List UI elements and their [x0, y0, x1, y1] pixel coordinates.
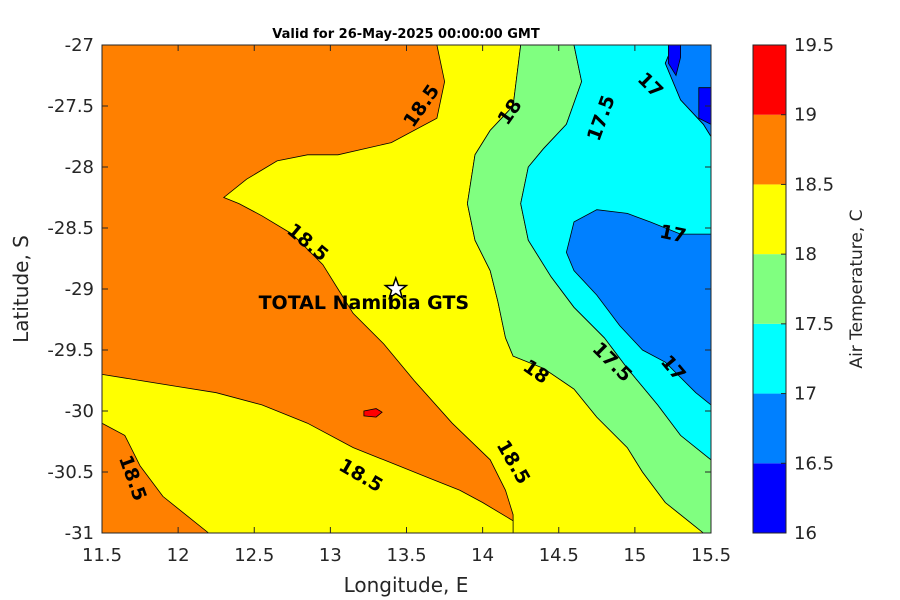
y-tick-label: -27.5	[47, 96, 94, 117]
x-axis-label: Longitude, E	[344, 573, 469, 597]
x-tick-label: 12.5	[234, 545, 274, 566]
y-tick-label: -28.5	[47, 218, 94, 239]
x-tick-label: 15	[623, 545, 646, 566]
contour-regions	[101, 44, 712, 534]
colorbar-tick-label: 18	[794, 244, 817, 265]
colorbar-tick-label: 19.5	[794, 35, 834, 56]
x-tick-label: 15.5	[691, 545, 731, 566]
chart-title: Valid for 26-May-2025 00:00:00 GMT	[272, 27, 540, 42]
x-tick-label: 11.5	[82, 545, 122, 566]
colorbar-tick-label: 17.5	[794, 314, 834, 335]
x-tick-label: 14.5	[539, 545, 579, 566]
y-tick-label: -30.5	[47, 462, 94, 483]
y-axis-label: Latitude, S	[9, 235, 33, 343]
y-tick-label: -31	[65, 523, 94, 544]
y-tick-label: -27	[65, 35, 94, 56]
colorbar-tick-label: 17	[794, 384, 817, 405]
contour-region-18-18.5-1	[101, 373, 514, 534]
colorbar-swatch	[753, 114, 786, 185]
colorbar-tick-label: 16	[794, 523, 817, 544]
y-axis-ticks: -27 -27.5 -28 -28.5 -29 -29.5 -30 -30.5 -31	[47, 35, 711, 544]
x-tick-label: 12	[167, 545, 190, 566]
y-tick-label: -30	[65, 401, 94, 422]
x-axis-ticks: 11.5 12 12.5 13 13.5 14 14.5 15 15.5	[82, 45, 731, 566]
colorbar: 16 16.5 17 17.5 18 18.5 19 19.5	[752, 35, 834, 544]
contour-region-16.5-17-5	[565, 209, 712, 406]
x-tick-label: 14	[471, 545, 494, 566]
colorbar-label: Air Temperature, C	[847, 209, 867, 368]
y-tick-label: -29.5	[47, 340, 94, 361]
contour-label: 17	[658, 221, 688, 248]
colorbar-tick-label: 16.5	[794, 453, 834, 474]
y-tick-label: -28	[65, 157, 94, 178]
station-label: TOTAL Namibia GTS	[259, 292, 470, 314]
colorbar-swatch	[753, 393, 786, 464]
x-tick-label: 13.5	[386, 545, 426, 566]
colorbar-swatch	[753, 45, 786, 115]
x-tick-label: 13	[319, 545, 342, 566]
colorbar-tick-label: 18.5	[794, 174, 834, 195]
station-marker: TOTAL Namibia GTS	[259, 275, 470, 314]
station-star-icon	[383, 275, 409, 300]
colorbar-swatch	[753, 254, 786, 324]
y-tick-label: -29	[65, 279, 94, 300]
colorbar-frame	[752, 44, 787, 534]
colorbar-swatch	[753, 463, 786, 533]
colorbar-swatch	[753, 184, 786, 255]
contour-region-18.5-19-8	[363, 408, 383, 418]
colorbar-tick-label: 19	[794, 105, 817, 126]
colorbar-swatch	[753, 323, 786, 394]
